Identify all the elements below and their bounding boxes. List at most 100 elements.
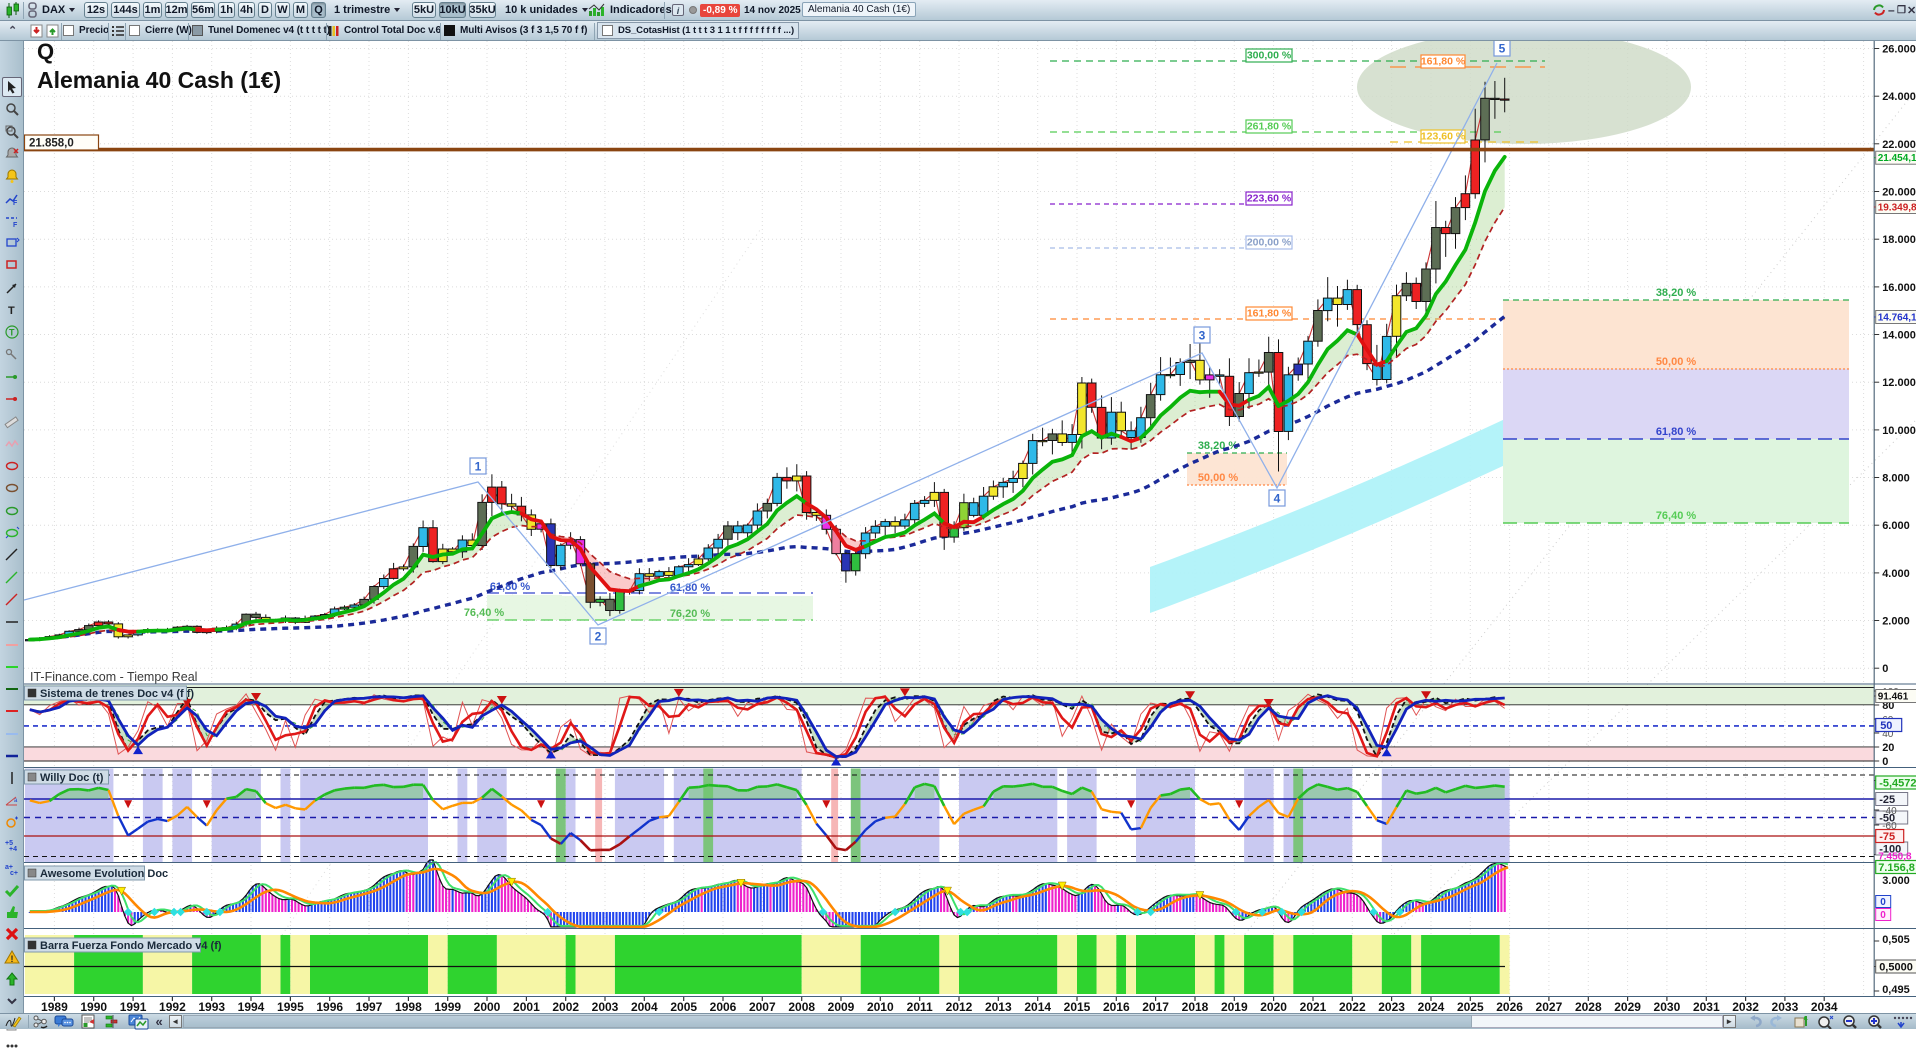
svg-text:6.000: 6.000 bbox=[1882, 520, 1910, 532]
svg-text:F: F bbox=[13, 200, 18, 207]
svg-text:38,20 %: 38,20 % bbox=[1198, 440, 1239, 452]
svg-text:1991: 1991 bbox=[120, 1000, 147, 1014]
svg-text:4.000: 4.000 bbox=[1882, 568, 1910, 580]
svg-text:0,495: 0,495 bbox=[1882, 984, 1910, 996]
svg-text:1996: 1996 bbox=[316, 1000, 343, 1014]
svg-text:2002: 2002 bbox=[552, 1000, 579, 1014]
svg-text:2034: 2034 bbox=[1811, 1000, 1838, 1014]
svg-text:2016: 2016 bbox=[1103, 1000, 1130, 1014]
svg-text:4: 4 bbox=[1274, 492, 1281, 506]
svg-text:1993: 1993 bbox=[198, 1000, 225, 1014]
svg-text:0: 0 bbox=[1882, 756, 1888, 768]
svg-text:2011: 2011 bbox=[907, 1000, 933, 1014]
svg-text:200,00 %: 200,00 % bbox=[1247, 237, 1292, 249]
svg-text:50: 50 bbox=[1880, 720, 1892, 732]
svg-text:1995: 1995 bbox=[277, 1000, 304, 1014]
svg-text:2015: 2015 bbox=[1064, 1000, 1091, 1014]
svg-text:0,5000: 0,5000 bbox=[1879, 962, 1913, 974]
svg-text:7.450,8: 7.450,8 bbox=[1878, 852, 1912, 863]
svg-text:26.000: 26.000 bbox=[1882, 44, 1916, 56]
svg-text:20.000: 20.000 bbox=[1882, 187, 1916, 199]
svg-text:300,00 %: 300,00 % bbox=[1247, 50, 1292, 62]
svg-text:!: ! bbox=[11, 954, 14, 964]
svg-text:a: a bbox=[14, 798, 18, 804]
svg-text:Barra Fuerza Fondo Mercado v4: Barra Fuerza Fondo Mercado v4 (f) bbox=[40, 940, 222, 952]
svg-text:2013: 2013 bbox=[985, 1000, 1012, 1014]
svg-text:2021: 2021 bbox=[1300, 1000, 1327, 1014]
svg-text:3: 3 bbox=[1199, 329, 1206, 343]
svg-text:2000: 2000 bbox=[474, 1000, 501, 1014]
svg-text:T: T bbox=[8, 305, 15, 317]
svg-text:24.000: 24.000 bbox=[1882, 91, 1916, 103]
svg-text:2033: 2033 bbox=[1772, 1000, 1799, 1014]
svg-text:2009: 2009 bbox=[828, 1000, 855, 1014]
svg-text:2006: 2006 bbox=[710, 1000, 737, 1014]
svg-text:10.000: 10.000 bbox=[1882, 425, 1916, 437]
svg-text:2026: 2026 bbox=[1496, 1000, 1523, 1014]
svg-text:2032: 2032 bbox=[1732, 1000, 1759, 1014]
svg-text:38,20 %: 38,20 % bbox=[1656, 287, 1697, 299]
svg-text:16.000: 16.000 bbox=[1882, 282, 1916, 294]
svg-text:IT-Finance.com - Tiempo Real: IT-Finance.com - Tiempo Real bbox=[30, 670, 197, 684]
svg-text:-25: -25 bbox=[1879, 794, 1895, 806]
svg-text:2017: 2017 bbox=[1142, 1000, 1169, 1014]
svg-text:1: 1 bbox=[475, 460, 482, 474]
svg-text:T: T bbox=[9, 328, 15, 338]
svg-text:1999: 1999 bbox=[434, 1000, 461, 1014]
svg-text:2003: 2003 bbox=[592, 1000, 619, 1014]
svg-text:0: 0 bbox=[1880, 897, 1886, 908]
svg-text:2004: 2004 bbox=[631, 1000, 658, 1014]
svg-text:21.454,1: 21.454,1 bbox=[1878, 153, 1916, 164]
svg-text:Alemania 40 Cash (1€): Alemania 40 Cash (1€) bbox=[37, 67, 281, 93]
svg-text:2014: 2014 bbox=[1024, 1000, 1051, 1014]
svg-text:Willy Doc (t): Willy Doc (t) bbox=[40, 772, 104, 784]
svg-text:2: 2 bbox=[595, 630, 602, 644]
svg-text:2029: 2029 bbox=[1614, 1000, 1641, 1014]
svg-text:-40: -40 bbox=[1882, 806, 1897, 817]
svg-text:Q: Q bbox=[37, 41, 54, 64]
svg-text:2018: 2018 bbox=[1182, 1000, 1209, 1014]
svg-text:1989: 1989 bbox=[41, 1000, 68, 1014]
svg-text:14.764,1: 14.764,1 bbox=[1878, 313, 1916, 324]
svg-text:261,80 %: 261,80 % bbox=[1247, 121, 1292, 133]
svg-text:50,00 %: 50,00 % bbox=[1198, 472, 1239, 484]
svg-text:0: 0 bbox=[1882, 663, 1888, 675]
svg-text:-75: -75 bbox=[1879, 831, 1895, 843]
svg-text:2022: 2022 bbox=[1339, 1000, 1366, 1014]
svg-text:2007: 2007 bbox=[749, 1000, 776, 1014]
svg-text:22.000: 22.000 bbox=[1882, 139, 1916, 151]
svg-text:2.000: 2.000 bbox=[1882, 616, 1910, 628]
svg-text:2012: 2012 bbox=[946, 1000, 973, 1014]
svg-text:5: 5 bbox=[1499, 42, 1506, 56]
svg-text:20: 20 bbox=[1882, 742, 1894, 754]
svg-text:0: 0 bbox=[1880, 910, 1886, 921]
svg-text:1994: 1994 bbox=[238, 1000, 265, 1014]
svg-text:Awesome Evolution Doc: Awesome Evolution Doc bbox=[40, 868, 168, 880]
svg-text:F: F bbox=[13, 222, 18, 229]
svg-text:2023: 2023 bbox=[1378, 1000, 1405, 1014]
svg-text:7.156,8: 7.156,8 bbox=[1878, 862, 1915, 874]
svg-text:91.461: 91.461 bbox=[1878, 692, 1909, 703]
svg-text:2001: 2001 bbox=[513, 1000, 540, 1014]
svg-text:1990: 1990 bbox=[80, 1000, 107, 1014]
svg-text:161,80 %: 161,80 % bbox=[1247, 308, 1292, 320]
svg-text:2010: 2010 bbox=[867, 1000, 894, 1014]
svg-text:2028: 2028 bbox=[1575, 1000, 1602, 1014]
svg-text:2024: 2024 bbox=[1418, 1000, 1445, 1014]
svg-text:2025: 2025 bbox=[1457, 1000, 1484, 1014]
svg-text:19.349,8: 19.349,8 bbox=[1878, 203, 1916, 214]
svg-text:1998: 1998 bbox=[395, 1000, 422, 1014]
svg-text:76,40 %: 76,40 % bbox=[464, 607, 505, 619]
svg-text:2019: 2019 bbox=[1221, 1000, 1248, 1014]
svg-text:1992: 1992 bbox=[159, 1000, 186, 1014]
svg-text:0,505: 0,505 bbox=[1882, 934, 1910, 946]
svg-text:50,00 %: 50,00 % bbox=[1656, 356, 1697, 368]
svg-text:14.000: 14.000 bbox=[1882, 330, 1916, 342]
svg-text:8.000: 8.000 bbox=[1882, 473, 1910, 485]
svg-text:-5,4572: -5,4572 bbox=[1879, 778, 1916, 790]
svg-text:76,40 %: 76,40 % bbox=[1656, 510, 1697, 522]
svg-text:c+: c+ bbox=[10, 870, 18, 876]
svg-text:2031: 2031 bbox=[1693, 1000, 1720, 1014]
svg-text:12.000: 12.000 bbox=[1882, 377, 1916, 389]
svg-text:2030: 2030 bbox=[1654, 1000, 1681, 1014]
